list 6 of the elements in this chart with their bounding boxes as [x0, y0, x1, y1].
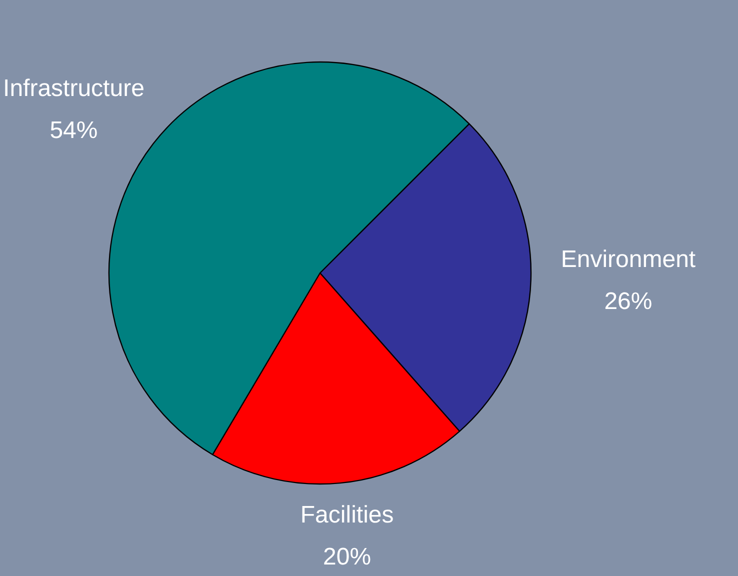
slice-label: Environment [560, 246, 696, 273]
slice-label: Facilities [300, 501, 394, 528]
data-label: 20% [323, 543, 372, 570]
slice-label: Infrastructure [3, 75, 144, 102]
data-label: 54% [50, 117, 98, 144]
data-label: 26% [604, 288, 652, 315]
